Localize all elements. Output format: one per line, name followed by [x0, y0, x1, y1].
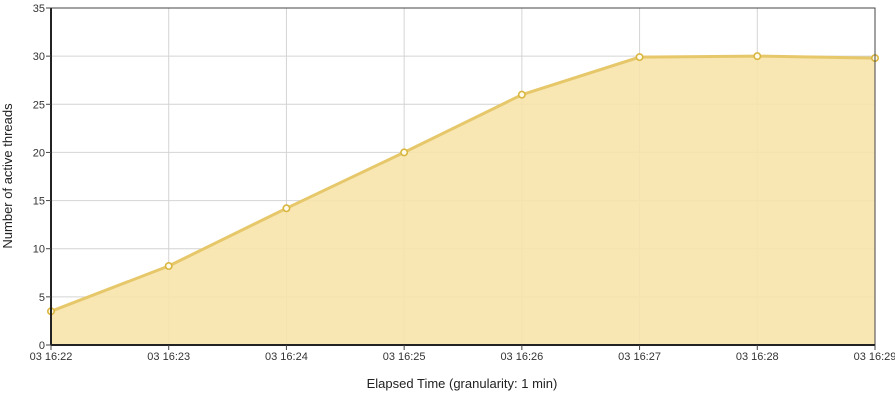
x-axis-ticks: 03 16:22 03 16:23 03 16:24 03 16:25 03 16:26…	[30, 345, 895, 363]
series-area-fill	[51, 56, 875, 345]
data-point[interactable]	[753, 52, 762, 61]
series-line	[50, 54, 876, 313]
data-point[interactable]	[517, 90, 526, 99]
y-tick-label: 25	[33, 99, 45, 111]
x-tick-label: 03 16:25	[383, 351, 426, 363]
data-point[interactable]	[635, 53, 644, 62]
x-tick-label: 03 16:23	[147, 351, 190, 363]
y-tick-label: 0	[39, 340, 45, 352]
y-tick-label: 10	[33, 244, 45, 256]
plot-frame	[50, 7, 876, 346]
x-axis-title: Elapsed Time (granularity: 1 min)	[367, 376, 558, 391]
y-tick-label: 5	[39, 292, 45, 304]
y-tick-label: 20	[33, 147, 45, 159]
data-point[interactable]	[164, 262, 173, 271]
y-axis-ticks: 0 5 10 15 20 25 30 35	[33, 3, 51, 352]
x-tick-label: 03 16:24	[265, 351, 308, 363]
x-tick-label: 03 16:26	[500, 351, 543, 363]
data-point[interactable]	[282, 204, 291, 213]
x-tick-label: 03 16:29	[854, 351, 895, 363]
y-axis-title: Number of active threads	[0, 103, 15, 249]
x-tick-label: 03 16:28	[736, 351, 779, 363]
y-tick-label: 15	[33, 196, 45, 208]
y-tick-label: 30	[33, 51, 45, 63]
x-tick-label: 03 16:27	[618, 351, 661, 363]
data-points	[46, 52, 879, 316]
y-tick-label: 35	[33, 3, 45, 15]
x-tick-label: 03 16:22	[30, 351, 73, 363]
data-point[interactable]	[400, 148, 409, 157]
